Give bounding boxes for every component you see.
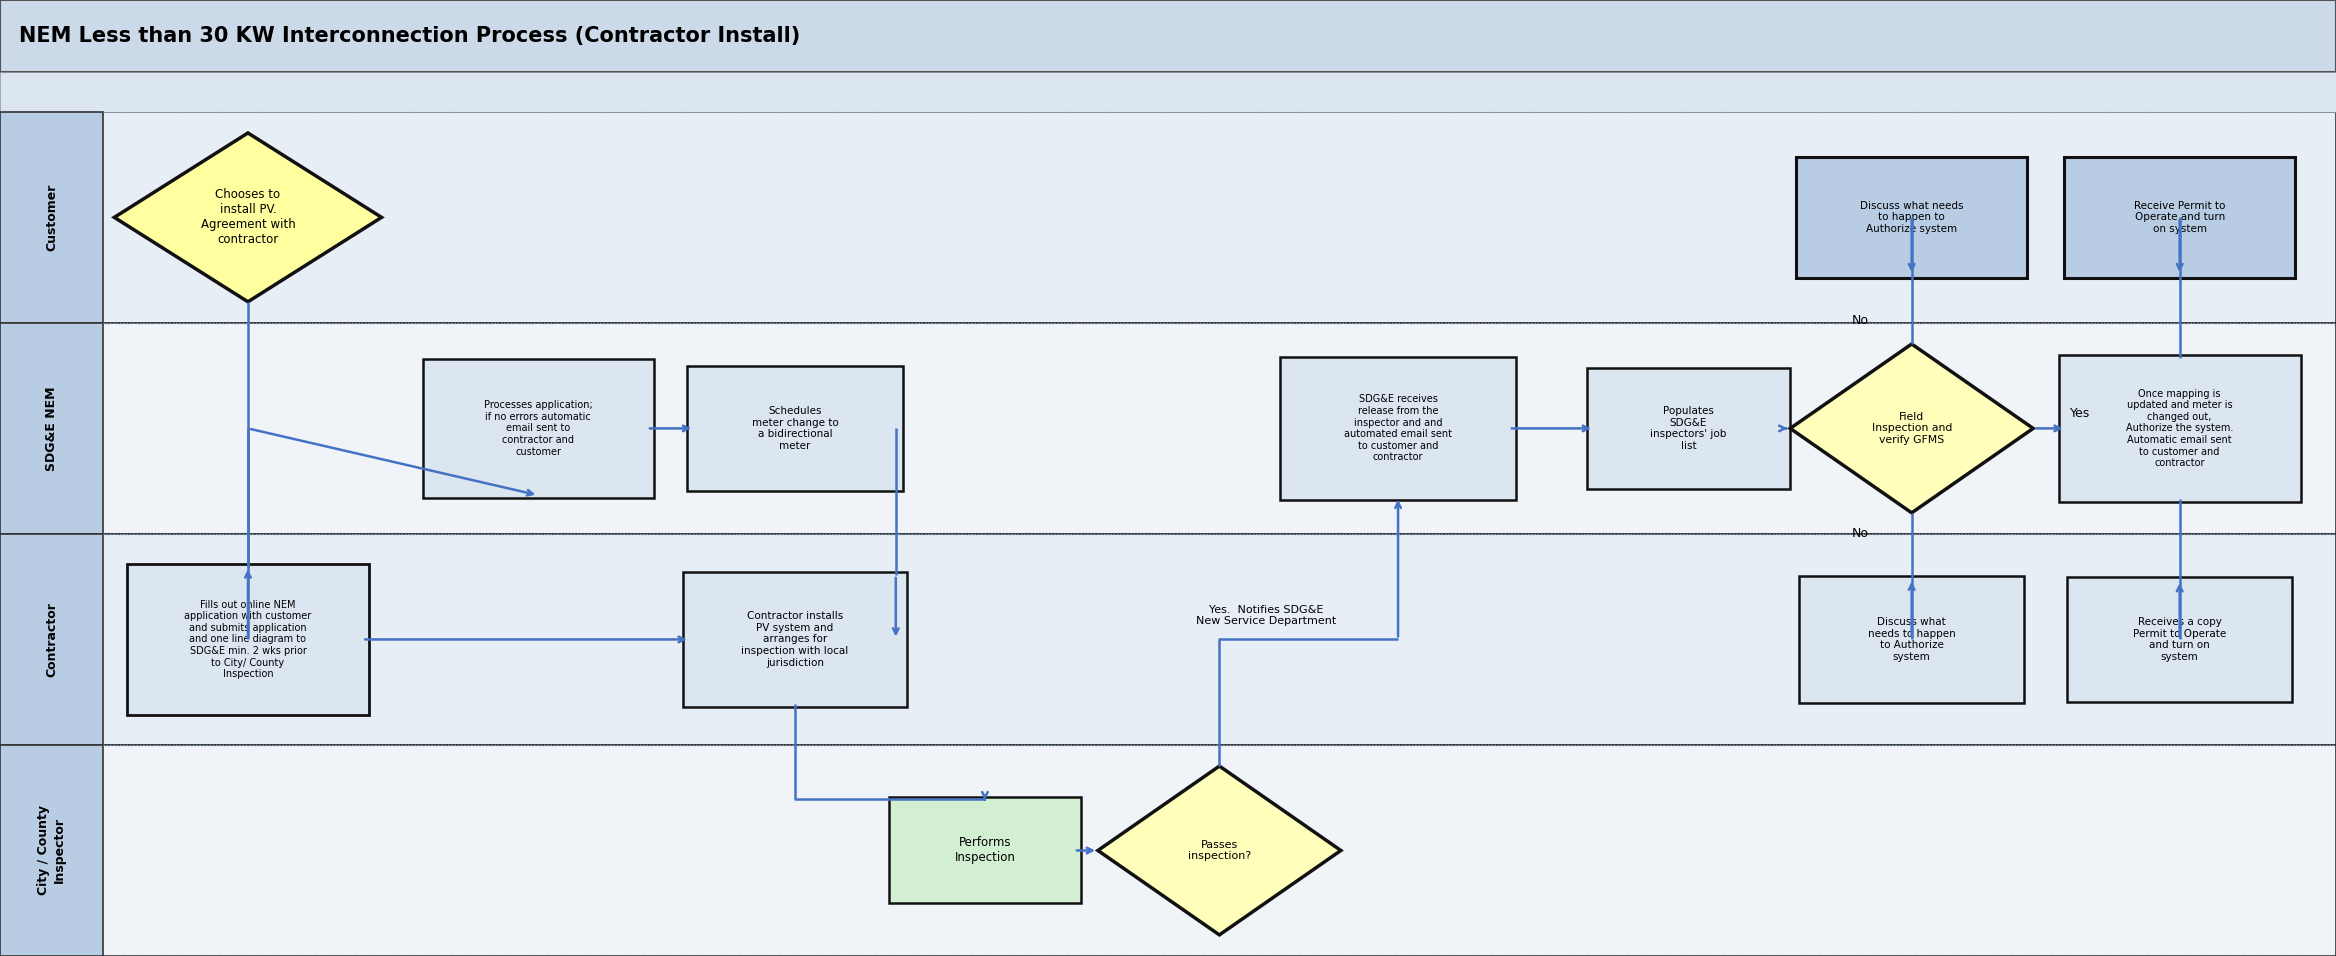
FancyBboxPatch shape <box>682 572 906 706</box>
Text: No: No <box>1852 314 1869 327</box>
Text: SDG&E receives
release from the
inspector and and
automated email sent
to custom: SDG&E receives release from the inspecto… <box>1343 395 1453 463</box>
FancyBboxPatch shape <box>0 745 2336 956</box>
FancyBboxPatch shape <box>0 112 103 323</box>
Text: Performs
Inspection: Performs Inspection <box>955 836 1016 864</box>
Text: Populates
SDG&E
inspectors' job
list: Populates SDG&E inspectors' job list <box>1649 406 1726 451</box>
Text: Receive Permit to
Operate and turn
on system: Receive Permit to Operate and turn on sy… <box>2135 201 2226 234</box>
FancyBboxPatch shape <box>0 533 103 745</box>
Text: No: No <box>1852 528 1869 540</box>
Text: Processes application;
if no errors automatic
email sent to
contractor and
custo: Processes application; if no errors auto… <box>484 401 593 457</box>
Text: Discuss what needs
to happen to
Authorize system: Discuss what needs to happen to Authoriz… <box>1859 201 1965 234</box>
Text: Field
Inspection and
verify GFMS: Field Inspection and verify GFMS <box>1871 412 1953 445</box>
FancyBboxPatch shape <box>0 323 103 533</box>
FancyBboxPatch shape <box>2067 577 2292 702</box>
Text: Passes
inspection?: Passes inspection? <box>1187 839 1252 861</box>
Text: SDG&E NEM: SDG&E NEM <box>44 386 58 470</box>
FancyBboxPatch shape <box>423 358 654 498</box>
Text: NEM Less than 30 KW Interconnection Process (Contractor Install): NEM Less than 30 KW Interconnection Proc… <box>19 26 799 46</box>
FancyBboxPatch shape <box>0 533 2336 745</box>
Text: Once mapping is
updated and meter is
changed out,
Authorize the system.
Automati: Once mapping is updated and meter is cha… <box>2126 388 2233 468</box>
Text: Schedules
meter change to
a bidirectional
meter: Schedules meter change to a bidirectiona… <box>752 406 839 451</box>
Text: Yes: Yes <box>2070 406 2091 420</box>
FancyBboxPatch shape <box>1586 368 1789 489</box>
FancyBboxPatch shape <box>0 72 2336 112</box>
FancyBboxPatch shape <box>1796 157 2028 278</box>
FancyBboxPatch shape <box>2065 157 2296 278</box>
Text: Customer: Customer <box>44 184 58 251</box>
FancyBboxPatch shape <box>1799 576 2023 703</box>
Text: Contractor installs
PV system and
arranges for
inspection with local
jurisdictio: Contractor installs PV system and arrang… <box>741 611 848 667</box>
FancyBboxPatch shape <box>1280 358 1516 500</box>
FancyBboxPatch shape <box>0 0 2336 72</box>
Text: Yes.  Notifies SDG&E
New Service Department: Yes. Notifies SDG&E New Service Departme… <box>1196 605 1336 626</box>
Text: City / County
Inspector: City / County Inspector <box>37 806 65 896</box>
FancyBboxPatch shape <box>687 366 904 490</box>
FancyBboxPatch shape <box>0 745 103 956</box>
FancyBboxPatch shape <box>126 564 369 715</box>
Text: Chooses to
install PV.
Agreement with
contractor: Chooses to install PV. Agreement with co… <box>201 188 294 247</box>
FancyBboxPatch shape <box>0 112 2336 323</box>
Polygon shape <box>1789 344 2032 512</box>
Text: Discuss what
needs to happen
to Authorize
system: Discuss what needs to happen to Authoriz… <box>1869 617 1955 662</box>
FancyBboxPatch shape <box>0 323 2336 533</box>
Text: Fills out online NEM
application with customer
and submits application
and one l: Fills out online NEM application with cu… <box>185 599 311 680</box>
Polygon shape <box>114 133 381 302</box>
Text: Receives a copy
Permit to Operate
and turn on
system: Receives a copy Permit to Operate and tu… <box>2133 617 2226 662</box>
Polygon shape <box>1098 766 1341 935</box>
Text: Contractor: Contractor <box>44 602 58 677</box>
FancyBboxPatch shape <box>2058 355 2301 502</box>
FancyBboxPatch shape <box>888 797 1082 903</box>
